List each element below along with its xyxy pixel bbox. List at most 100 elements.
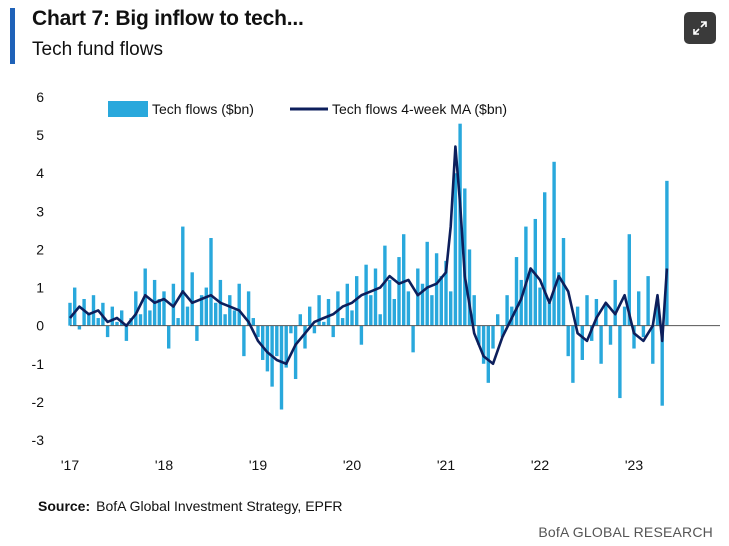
bar: [308, 306, 312, 326]
legend: Tech flows ($bn) Tech flows 4-week MA ($…: [108, 101, 507, 117]
bar: [627, 234, 631, 326]
bar: [261, 325, 265, 360]
bar: [246, 291, 251, 326]
bar: [430, 295, 434, 326]
bar: [594, 298, 599, 326]
y-tick-label: 0: [36, 318, 44, 334]
bar: [651, 325, 655, 364]
bar: [411, 325, 415, 353]
y-tick-label: 6: [36, 89, 44, 105]
bar: [73, 287, 77, 326]
bar: [444, 260, 448, 326]
bar: [580, 325, 584, 360]
bar: [148, 310, 152, 326]
bar: [458, 123, 462, 326]
bar-series: [68, 123, 669, 410]
bar: [359, 325, 364, 345]
bar: [491, 325, 495, 349]
bar: [538, 287, 542, 326]
bar: [655, 298, 660, 326]
bar: [552, 161, 556, 326]
bar: [566, 325, 570, 357]
y-tick-label: 4: [36, 165, 44, 181]
bar: [185, 306, 190, 326]
bar: [632, 325, 636, 349]
bar: [618, 325, 622, 399]
bar: [91, 295, 96, 326]
bar: [77, 325, 82, 330]
bar: [439, 276, 443, 326]
bar: [115, 321, 119, 326]
bar: [373, 268, 378, 326]
bar: [637, 291, 641, 326]
y-tick-label: 2: [36, 241, 44, 257]
bar: [425, 241, 429, 326]
bar: [392, 298, 396, 326]
bar: [242, 325, 246, 357]
bar: [528, 268, 533, 326]
legend-swatch-bars: [108, 101, 148, 117]
bar: [214, 302, 218, 326]
bar: [599, 325, 603, 364]
bar: [496, 314, 500, 326]
bar: [622, 306, 627, 326]
bar: [608, 325, 613, 345]
bar: [383, 245, 387, 326]
bar: [138, 314, 143, 326]
y-tick-label: -1: [32, 356, 45, 372]
bar: [284, 325, 288, 368]
x-tick-label: '21: [437, 457, 455, 473]
bar: [181, 226, 185, 326]
bar: [613, 279, 617, 326]
bar: [449, 291, 453, 326]
bar: [199, 295, 204, 326]
bar: [387, 279, 392, 326]
bar: [195, 325, 199, 341]
bar: [402, 234, 406, 326]
brand-label: BofA GLOBAL RESEARCH: [538, 524, 713, 540]
bar: [453, 173, 458, 326]
bar: [265, 325, 270, 372]
x-tick-label: '23: [625, 457, 643, 473]
bar: [505, 295, 509, 326]
bar: [467, 249, 472, 326]
bar: [298, 314, 302, 326]
legend-label-line: Tech flows 4-week MA ($bn): [332, 101, 507, 117]
bar: [397, 257, 401, 326]
bar: [590, 325, 594, 341]
x-tick-label: '19: [249, 457, 267, 473]
bar: [585, 295, 589, 326]
bar: [486, 325, 490, 383]
bar: [336, 291, 340, 326]
bar: [162, 291, 166, 326]
bar: [477, 325, 481, 345]
bar: [209, 238, 213, 326]
bar: [190, 272, 194, 326]
bar: [223, 314, 227, 326]
bar: [641, 325, 646, 338]
expand-arrows-icon: [693, 21, 707, 35]
bar: [228, 295, 232, 326]
bar: [660, 325, 664, 406]
bar: [289, 325, 293, 334]
bar: [355, 276, 359, 326]
bar: [82, 298, 86, 326]
y-tick-label: 3: [36, 203, 44, 219]
y-tick-label: 1: [36, 280, 44, 296]
bar: [514, 257, 519, 326]
bar: [378, 314, 382, 326]
bar: [134, 291, 138, 326]
y-tick-label: -3: [32, 432, 45, 448]
bar: [293, 325, 298, 380]
bar: [547, 302, 552, 326]
bar: [665, 180, 669, 326]
bar: [176, 318, 180, 326]
source-note: Source: BofA Global Investment Strategy, …: [38, 498, 343, 514]
expand-button[interactable]: [684, 12, 716, 44]
bar: [237, 283, 241, 326]
bar: [275, 325, 279, 357]
bar: [500, 325, 505, 338]
bar: [434, 253, 439, 326]
legend-label-bars: Tech flows ($bn): [152, 101, 254, 117]
x-tick-label: '20: [343, 457, 361, 473]
